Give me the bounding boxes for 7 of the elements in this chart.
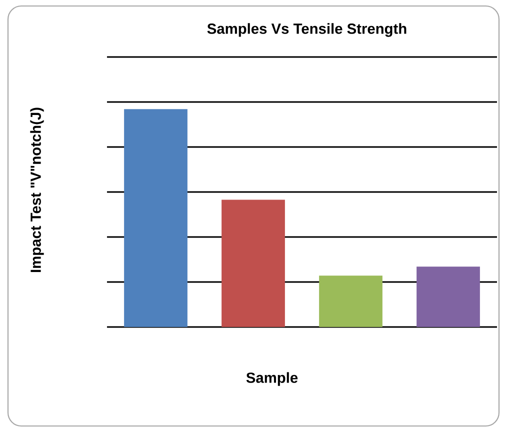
bar [319,276,382,327]
chart-title: Samples Vs Tensile Strength [207,23,406,37]
y-axis-title: Impact Test "V"notch(J) [30,108,44,272]
bar [222,200,285,327]
bar [416,266,480,327]
x-axis-title: Sample [246,372,298,386]
bar [124,109,188,327]
